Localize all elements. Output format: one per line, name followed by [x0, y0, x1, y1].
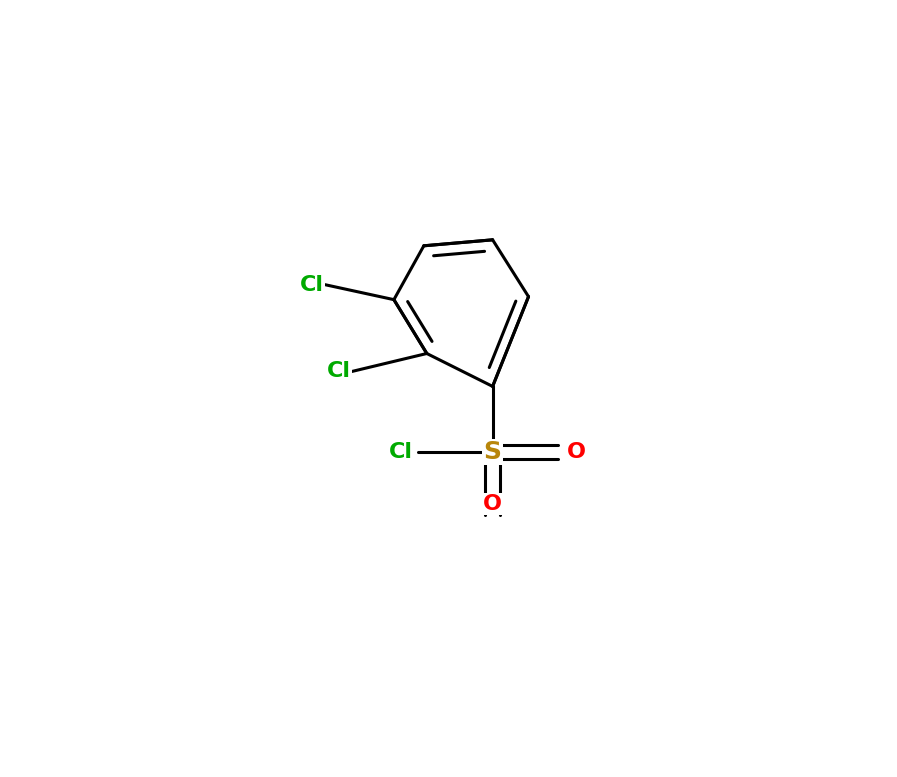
- Text: S: S: [483, 441, 501, 464]
- Text: Cl: Cl: [389, 442, 414, 462]
- Text: Cl: Cl: [327, 361, 351, 382]
- Text: Cl: Cl: [300, 275, 324, 294]
- Text: O: O: [483, 494, 502, 514]
- Text: O: O: [567, 442, 586, 462]
